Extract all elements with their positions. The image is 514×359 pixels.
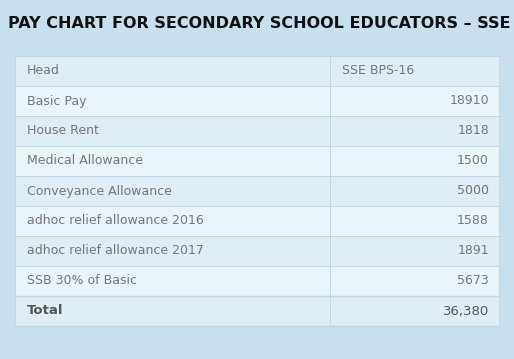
- Text: House Rent: House Rent: [27, 125, 99, 137]
- Text: 1891: 1891: [457, 244, 489, 257]
- Bar: [15, 266, 330, 296]
- Text: 1818: 1818: [457, 125, 489, 137]
- Text: adhoc relief allowance 2017: adhoc relief allowance 2017: [27, 244, 204, 257]
- Bar: [330, 86, 499, 116]
- Text: 1500: 1500: [457, 154, 489, 168]
- Text: 5673: 5673: [457, 275, 489, 288]
- Text: Head: Head: [27, 65, 60, 78]
- Bar: [0, 326, 514, 359]
- Bar: [330, 116, 499, 146]
- Bar: [15, 296, 330, 326]
- Bar: [15, 236, 330, 266]
- Bar: [330, 176, 499, 206]
- Text: 36,380: 36,380: [443, 304, 489, 317]
- Bar: [330, 146, 499, 176]
- Text: Conveyance Allowance: Conveyance Allowance: [27, 185, 172, 197]
- Bar: [15, 206, 330, 236]
- Bar: [15, 56, 330, 86]
- Bar: [330, 296, 499, 326]
- Bar: [330, 236, 499, 266]
- Bar: [15, 86, 330, 116]
- Text: Basic Pay: Basic Pay: [27, 94, 86, 107]
- Text: SSB 30% of Basic: SSB 30% of Basic: [27, 275, 137, 288]
- Text: PAY CHART FOR SECONDARY SCHOOL EDUCATORS – SSE BPS-16 2017: PAY CHART FOR SECONDARY SCHOOL EDUCATORS…: [8, 17, 514, 32]
- Text: Total: Total: [27, 304, 64, 317]
- Text: 1588: 1588: [457, 214, 489, 228]
- Text: adhoc relief allowance 2016: adhoc relief allowance 2016: [27, 214, 204, 228]
- Bar: [0, 0, 514, 48]
- Bar: [0, 48, 514, 56]
- Bar: [330, 266, 499, 296]
- Text: 18910: 18910: [449, 94, 489, 107]
- Bar: [499, 56, 514, 326]
- Bar: [330, 56, 499, 86]
- Bar: [15, 116, 330, 146]
- Bar: [330, 206, 499, 236]
- Text: Medical Allowance: Medical Allowance: [27, 154, 143, 168]
- Text: 5000: 5000: [457, 185, 489, 197]
- Text: SSE BPS-16: SSE BPS-16: [342, 65, 414, 78]
- Bar: [0, 56, 15, 326]
- Bar: [15, 146, 330, 176]
- Bar: [15, 176, 330, 206]
